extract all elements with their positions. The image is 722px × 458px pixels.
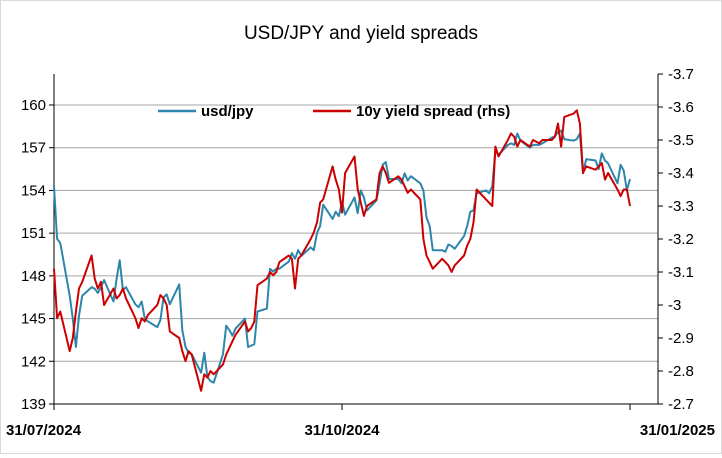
axes: 160 157 154 151 148 145 142 139 -3.7 -3.6 -3.5 -3.4… [6,66,715,439]
right-tick-label-0: -3.7 [668,66,694,83]
right-tick-label-8: -2.9 [668,330,694,347]
gridlines [54,104,658,405]
right-tick-label-2: -3.5 [668,132,694,149]
x-tick-label-0: 31/07/2024 [6,422,82,439]
left-tick-label-0: 160 [21,97,46,114]
right-tick-label-7: -3 [668,297,681,314]
legend-usdjpy-label: usd/jpy [201,103,254,120]
left-tick-label-2: 154 [21,182,46,199]
right-tick-label-9: -2.8 [668,363,694,380]
left-tick-label-5: 145 [21,311,46,328]
right-tick-label-3: -3.4 [668,165,694,182]
left-tick-label-4: 148 [21,268,46,285]
right-tick-label-6: -3.1 [668,264,694,281]
right-tick-label-10: -2.7 [668,396,694,413]
left-tick-label-7: 139 [21,396,46,413]
left-tick-label-6: 142 [21,353,46,370]
right-tick-label-5: -3.2 [668,231,694,248]
series-line-yield-spread [53,109,631,392]
left-tick-label-1: 157 [21,140,46,157]
x-tick-label-1: 31/10/2024 [304,422,380,439]
legend: usd/jpy 10y yield spread (rhs) [158,103,510,120]
left-tick-label-3: 151 [21,225,46,242]
series-layer [53,109,631,392]
chart-title: USD/JPY and yield spreads [244,23,478,44]
right-tick-label-1: -3.6 [668,99,694,116]
legend-spread-label: 10y yield spread (rhs) [356,103,510,120]
right-tick-label-4: -3.3 [668,198,694,215]
series-line-usdjpy [53,129,631,384]
x-tick-label-2: 31/01/2025 [640,422,715,439]
